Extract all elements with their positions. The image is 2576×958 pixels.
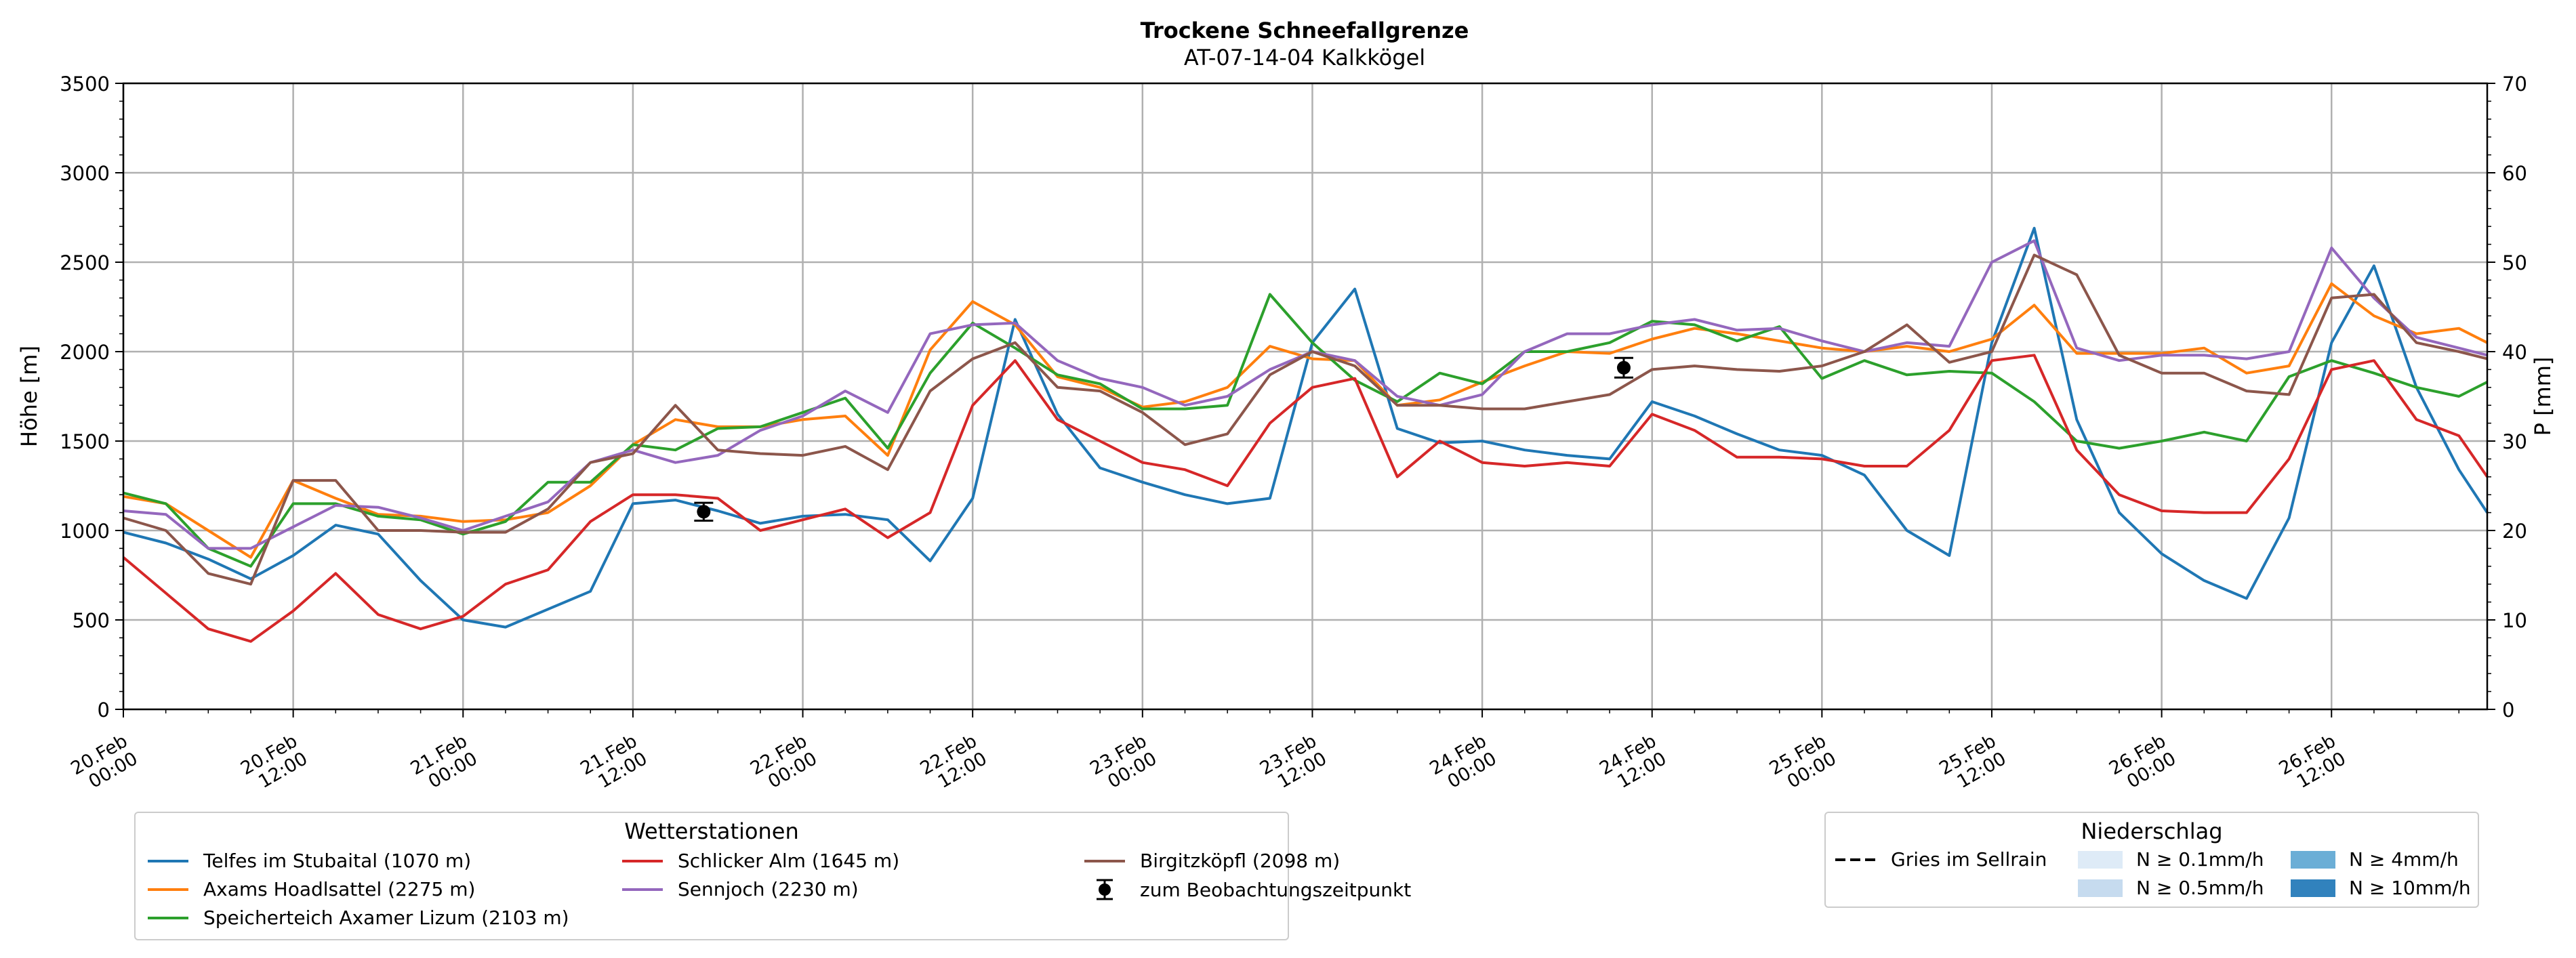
series-line [123, 226, 2489, 629]
y-tick-label: 3000 [60, 162, 110, 185]
x-tick-label: 23.Feb00:00 [1086, 730, 1160, 797]
series-lines [122, 226, 2489, 643]
line-swatch-icon [622, 888, 663, 891]
precip-label: N ≥ 0.1mm/h [2136, 848, 2264, 871]
legend-label: Schlicker Alm (1645 m) [678, 850, 900, 872]
y-tick-label: 500 [73, 609, 110, 632]
y2-tick-label: 0 [2502, 699, 2514, 722]
x-tick-label: 20.Feb00:00 [67, 730, 141, 797]
y2-tick-label: 70 [2502, 72, 2527, 96]
line-swatch-icon [622, 859, 663, 862]
line-swatch-icon [148, 859, 188, 862]
x-tick-label: 25.Feb12:00 [1936, 730, 2009, 797]
chart-subtitle: AT-07-14-04 Kalkkögel [1184, 45, 1425, 70]
y-tick-label: 1000 [60, 520, 110, 543]
y2-tick-label: 10 [2502, 609, 2527, 632]
dashed-line-icon [1835, 858, 1876, 861]
precip-swatch [2078, 879, 2123, 897]
errorbar-marker-icon [1097, 879, 1113, 900]
y-axis-label: Höhe [m] [16, 346, 42, 447]
legend-label: zum Beobachtungszeitpunkt [1140, 878, 1412, 901]
precip-swatch [2291, 850, 2335, 869]
legend-precip-item: N ≥ 0.5mm/h [2078, 877, 2264, 899]
legend-precipitation: Niederschlag Gries im Sellrain N ≥ 0.1mm… [1824, 812, 2479, 908]
x-tick-label: 25.Feb00:00 [1766, 730, 1840, 797]
legend-entry: Axams Hoadlsattel (2275 m) [148, 878, 475, 900]
y2-tick-label: 30 [2502, 430, 2527, 453]
legend-stations-title: Wetterstationen [624, 818, 799, 844]
y-tick-label: 0 [98, 699, 110, 722]
x-tick-label: 21.Feb12:00 [577, 730, 651, 797]
legend-precip-item: N ≥ 4mm/h [2291, 848, 2459, 871]
x-tick-label: 24.Feb12:00 [1596, 730, 1670, 797]
gridlines [122, 82, 2487, 711]
x-tick-label: 26.Feb12:00 [2276, 730, 2350, 797]
legend-precip-title: Niederschlag [2081, 818, 2223, 844]
legend-label: Axams Hoadlsattel (2275 m) [203, 878, 476, 900]
legend-label: Speicherteich Axamer Lizum (2103 m) [203, 907, 569, 929]
axes: 0 500 1000 1500 2000 2500 3000 3500 0 10 20 30 40 50 6… [60, 72, 2527, 797]
y-tick-label: 1500 [60, 430, 110, 453]
x-tick-label: 21.Feb00:00 [407, 730, 481, 797]
line-swatch-icon [1084, 859, 1125, 862]
y2-tick-label: 60 [2502, 162, 2527, 185]
x-tick-label: 26.Feb00:00 [2106, 730, 2180, 797]
precip-label: N ≥ 0.5mm/h [2136, 877, 2264, 899]
legend-entry: Sennjoch (2230 m) [622, 878, 859, 900]
observation-point [1616, 360, 1631, 375]
y2-tick-label: 40 [2502, 341, 2527, 364]
observation-point [697, 505, 711, 519]
legend-entry: Birgitzköpfl (2098 m) [1084, 850, 1340, 872]
legend-entry: Telfes im Stubaital (1070 m) [148, 850, 471, 872]
x-tick-label: 24.Feb00:00 [1426, 730, 1500, 797]
series-line [122, 354, 2489, 643]
legend-precip-line: Gries im Sellrain [1835, 848, 2047, 871]
y2-axis-label: P [mm] [2530, 357, 2556, 436]
series-line [123, 293, 2488, 568]
series-line [123, 282, 2488, 559]
legend-label: Telfes im Stubaital (1070 m) [203, 850, 472, 872]
legend-precip-line-label: Gries im Sellrain [1891, 848, 2047, 871]
legend-precip-item: N ≥ 0.1mm/h [2078, 848, 2264, 871]
x-tick-label: 22.Feb00:00 [747, 730, 821, 797]
legend-entry: Schlicker Alm (1645 m) [622, 850, 899, 872]
y-tick-label: 2500 [60, 251, 110, 274]
legend-entry: Speicherteich Axamer Lizum (2103 m) [148, 907, 569, 929]
precip-swatch [2078, 850, 2123, 869]
line-swatch-icon [148, 888, 188, 891]
y2-tick-label: 20 [2502, 520, 2527, 543]
legend-stations: Wetterstationen Telfes im Stubaital (107… [134, 812, 1411, 940]
y-tick-label: 3500 [60, 72, 110, 96]
legend-label: Birgitzköpfl (2098 m) [1140, 850, 1341, 872]
x-tick-label: 23.Feb12:00 [1256, 730, 1330, 797]
legend-entry-observation: zum Beobachtungszeitpunkt [1084, 878, 1411, 901]
chart-title: Trockene Schneefallgrenze [1141, 18, 1469, 43]
legend-label: Sennjoch (2230 m) [678, 878, 859, 900]
y-tick-label: 2000 [60, 341, 110, 364]
line-swatch-icon [148, 916, 188, 919]
observation-markers [694, 356, 1633, 522]
precip-swatch [2291, 879, 2335, 897]
x-tick-label: 22.Feb12:00 [917, 730, 991, 797]
precip-label: N ≥ 10mm/h [2349, 877, 2471, 899]
y2-tick-label: 50 [2502, 251, 2527, 274]
plot-frame [122, 82, 2489, 711]
series-line [123, 253, 2488, 586]
precip-label: N ≥ 4mm/h [2349, 848, 2459, 871]
x-tick-label: 20.Feb12:00 [237, 730, 311, 797]
legend-precip-item: N ≥ 10mm/h [2291, 877, 2471, 899]
